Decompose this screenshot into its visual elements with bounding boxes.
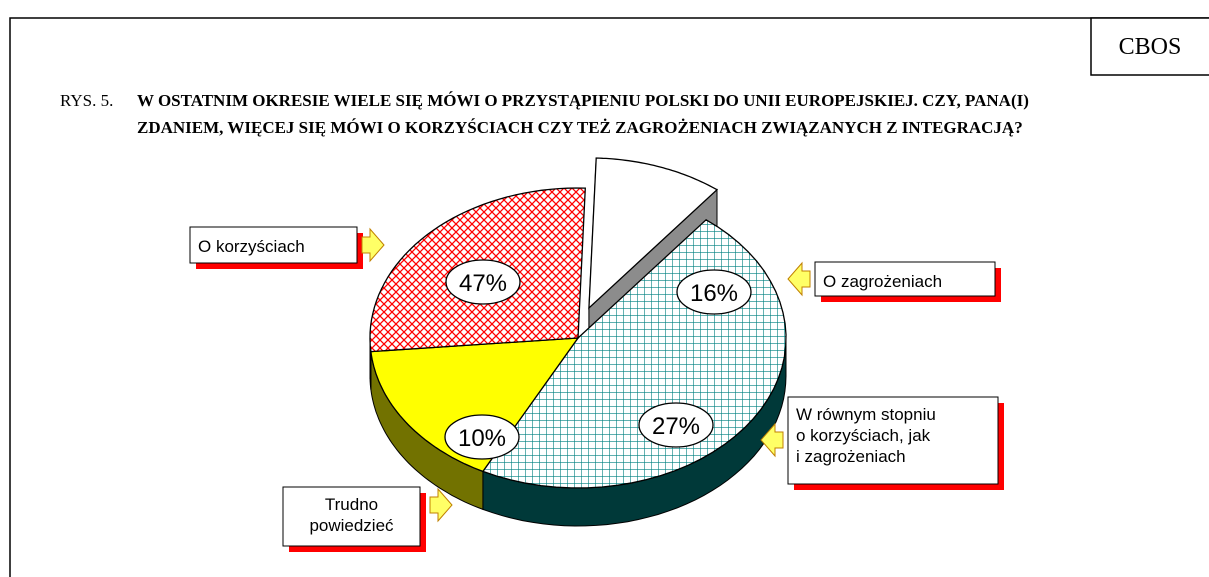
label-oval [676,269,752,315]
category-label: Trudno powiedzieć [309,495,394,535]
slice [588,157,719,310]
pie [369,157,787,527]
label-oval [444,414,520,460]
figure-label: RYS. 5. [60,91,113,110]
source: CBOS [1119,34,1182,60]
frame [9,17,1209,577]
value-label: 16% [690,280,738,307]
callout-arrow [787,261,811,297]
callout-box [189,226,358,264]
value-label: 47% [459,270,507,297]
category-label: W równym stopniu o korzyściach, jak i zagr… [796,405,936,466]
label-oval [445,259,521,305]
callout-arrow [429,487,453,523]
category-label: O korzyściach [198,237,305,256]
value-label: 27% [652,413,700,440]
chart-title: W OSTATNIM OKRESIE WIELE SIĘ MÓWI O PRZY… [137,91,1029,137]
value-label: 10% [458,425,506,452]
callout-arrow [760,422,784,458]
source-box [1090,17,1209,76]
label-oval [638,402,714,448]
callout-box [282,486,421,547]
callout-box [814,261,996,297]
category-label: O zagrożeniach [823,272,942,291]
callout-box [787,396,999,485]
slice [370,337,580,473]
callout-arrow [361,227,385,263]
